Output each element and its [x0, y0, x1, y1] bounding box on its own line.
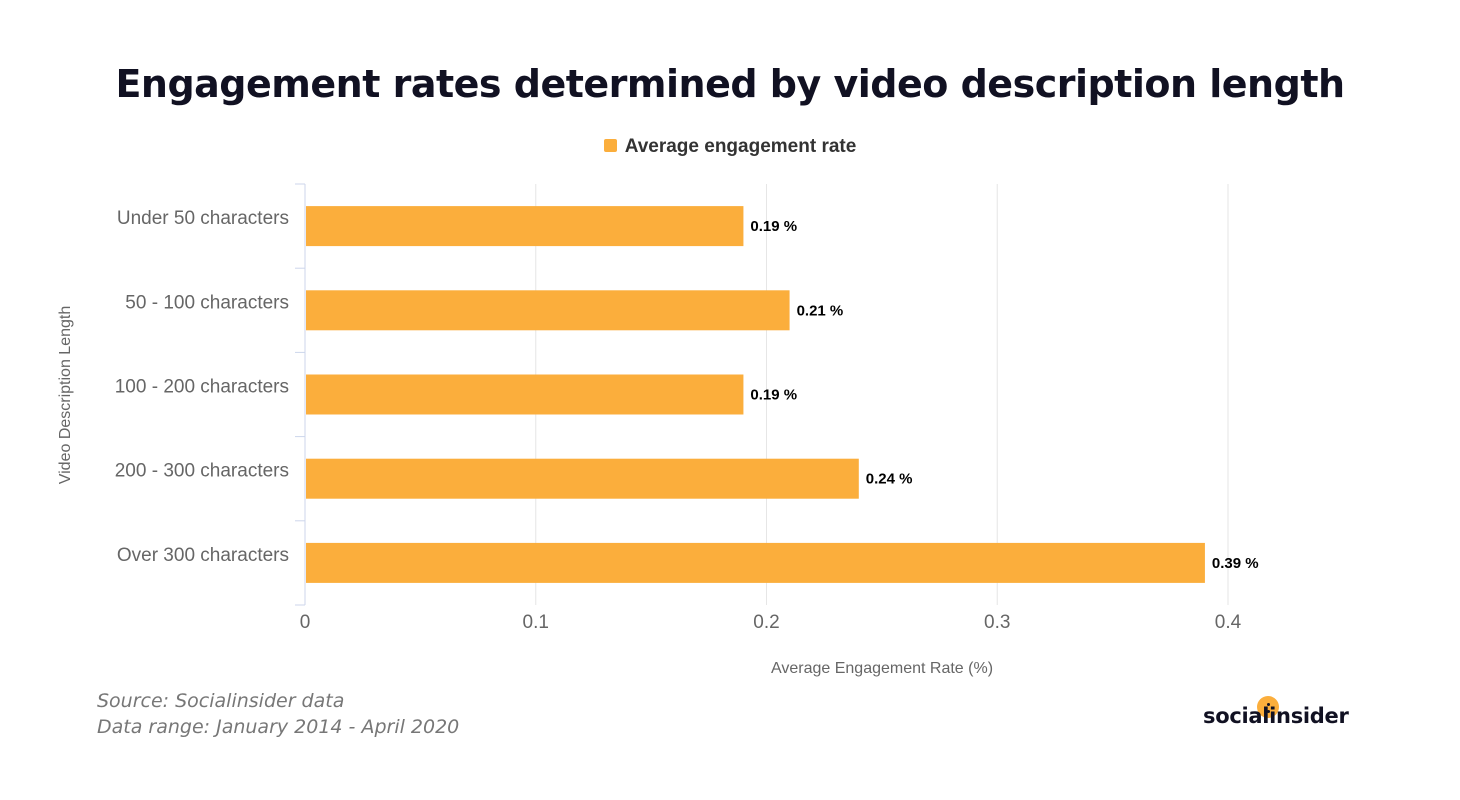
category-label: Over 300 characters — [117, 545, 289, 566]
brand-name: socialinsider — [1203, 704, 1349, 728]
chart-title: Engagement rates determined by video des… — [115, 62, 1345, 106]
legend-swatch — [603, 139, 617, 152]
x-tick-labels: 0 0.1 0.2 0.3 0.4 — [300, 612, 1242, 633]
category-label: 100 - 200 characters — [115, 377, 289, 398]
data-label: 0.21 % — [797, 302, 844, 319]
x-axis-title: Average Engagement Rate (%) — [771, 660, 993, 677]
source-note: Source: Socialinsider data — [97, 690, 345, 712]
data-label: 0.19 % — [750, 387, 797, 404]
data-range-note: Data range: January 2014 - April 2020 — [97, 716, 460, 738]
bar — [306, 290, 790, 331]
bar — [306, 542, 1205, 583]
y-axis-title: Video Description Length — [57, 306, 74, 485]
bar — [306, 374, 744, 415]
data-labels: 0.19 % 0.21 % 0.19 % 0.24 % 0.39 % — [750, 218, 1258, 572]
x-tick-label: 0.1 — [523, 612, 549, 633]
brand-dot-icon — [1257, 696, 1279, 718]
bar — [306, 206, 744, 247]
data-label: 0.24 % — [866, 471, 913, 488]
x-tick-label: 0 — [300, 612, 311, 633]
data-label: 0.39 % — [1212, 555, 1259, 572]
brand-logo: socialinsider — [1203, 696, 1353, 736]
x-tick-label: 0.3 — [984, 612, 1010, 633]
category-labels: Under 50 characters 50 - 100 characters 10… — [115, 208, 289, 566]
footnote: Source: Socialinsider data Data range: J… — [97, 688, 459, 740]
category-label: Under 50 characters — [117, 208, 289, 229]
legend-label: Average engagement rate — [624, 136, 857, 157]
legend[interactable]: Average engagement rate — [0, 136, 1460, 158]
data-label: 0.19 % — [750, 218, 797, 235]
category-label: 200 - 300 characters — [115, 461, 289, 482]
x-tick-label: 0.2 — [753, 612, 779, 633]
category-label: 50 - 100 characters — [125, 292, 289, 313]
y-axis — [295, 183, 306, 606]
bars — [306, 206, 1205, 583]
bar — [306, 458, 859, 499]
x-tick-label: 0.4 — [1215, 612, 1242, 633]
